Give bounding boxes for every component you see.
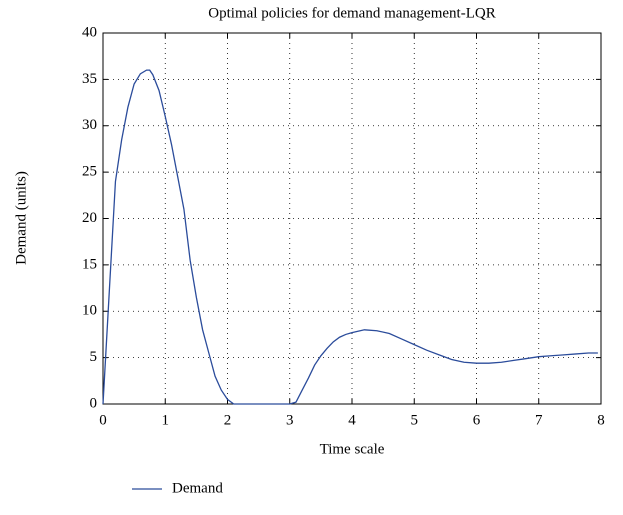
- y-tick-label: 5: [90, 349, 98, 365]
- y-tick-label: 0: [90, 395, 98, 411]
- x-axis-label: Time scale: [320, 441, 385, 457]
- y-tick-label: 20: [82, 210, 97, 226]
- x-tick-label: 0: [99, 412, 107, 428]
- x-tick-label: 8: [597, 412, 605, 428]
- x-tick-label: 6: [473, 412, 481, 428]
- chart-title: Optimal policies for demand management-L…: [208, 5, 495, 21]
- plot-frame: [102, 32, 602, 405]
- x-tick-label: 7: [535, 412, 543, 428]
- y-tick-label: 25: [82, 164, 97, 180]
- y-tick-label: 15: [82, 256, 97, 272]
- y-tick-label: 10: [82, 303, 97, 319]
- x-tick-label: 5: [411, 412, 419, 428]
- x-tick-label: 4: [348, 412, 356, 428]
- x-tick-label: 2: [224, 412, 232, 428]
- y-axis-label: Demand (units): [13, 171, 29, 265]
- data-line: [102, 69, 598, 405]
- y-tick-label: 35: [82, 71, 97, 87]
- x-tick-label: 1: [162, 412, 170, 428]
- x-tick-label: 3: [286, 412, 294, 428]
- y-tick-label: 30: [82, 117, 97, 133]
- y-tick-label: 40: [82, 24, 97, 40]
- legend-label: Demand: [172, 480, 223, 496]
